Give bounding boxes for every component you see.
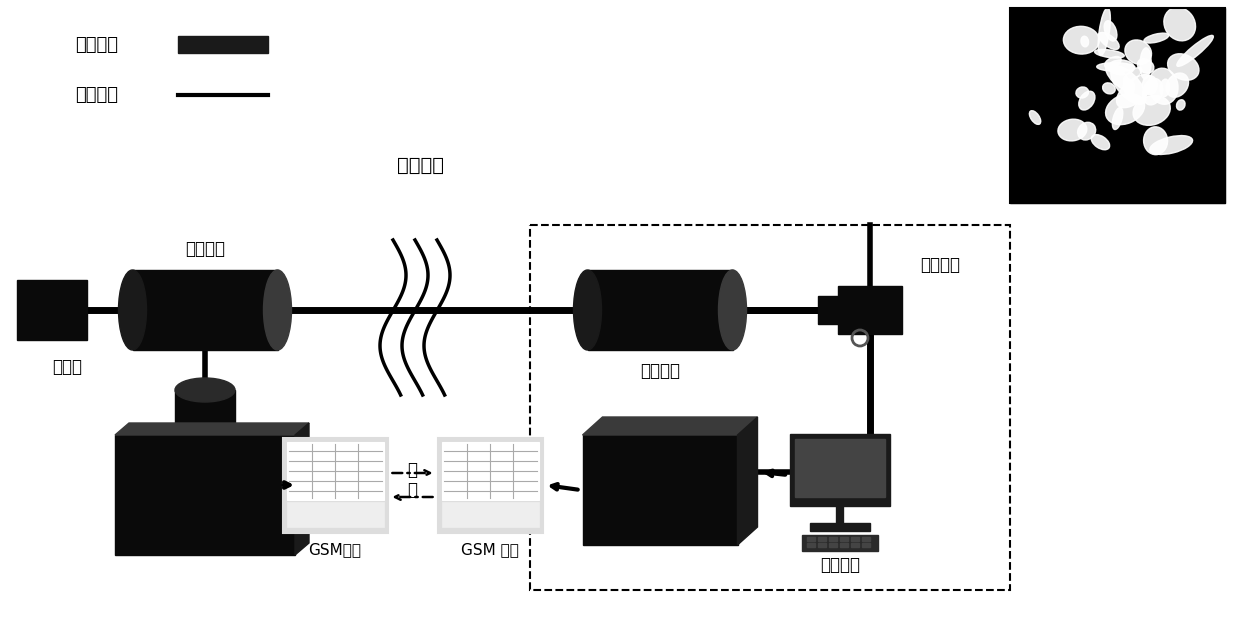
Ellipse shape: [1098, 8, 1110, 55]
Ellipse shape: [119, 270, 146, 350]
Ellipse shape: [1075, 87, 1089, 98]
Bar: [530, 225, 1010, 590]
Ellipse shape: [1160, 79, 1170, 97]
Ellipse shape: [1149, 68, 1178, 104]
Ellipse shape: [1030, 111, 1041, 124]
Ellipse shape: [1110, 66, 1146, 104]
Text: 控制系统: 控制系统: [820, 556, 860, 574]
Ellipse shape: [1177, 36, 1213, 66]
Ellipse shape: [1144, 33, 1168, 43]
Bar: [441, 503, 539, 526]
Text: 频: 频: [408, 481, 418, 499]
Bar: [818, 537, 826, 541]
Ellipse shape: [1097, 62, 1135, 71]
Ellipse shape: [175, 458, 235, 482]
Ellipse shape: [175, 378, 235, 402]
Ellipse shape: [1113, 107, 1123, 129]
Text: 红外相机: 红外相机: [921, 256, 960, 274]
Ellipse shape: [1103, 83, 1115, 94]
Bar: [17, 280, 87, 340]
Bar: [1010, 8, 1225, 203]
Ellipse shape: [1124, 79, 1135, 94]
Bar: [437, 438, 543, 532]
Bar: [810, 523, 870, 531]
Polygon shape: [295, 423, 309, 555]
Ellipse shape: [1166, 73, 1188, 98]
Ellipse shape: [1124, 68, 1142, 83]
Bar: [441, 441, 539, 501]
Bar: [790, 434, 890, 506]
Text: 大气湍流: 大气湍流: [396, 156, 444, 174]
Bar: [587, 270, 732, 350]
Polygon shape: [737, 417, 757, 545]
Text: 光信号：: 光信号：: [76, 36, 118, 54]
Ellipse shape: [1132, 96, 1171, 126]
Text: 接收天线: 接收天线: [641, 362, 680, 380]
Ellipse shape: [1142, 79, 1162, 105]
Bar: [802, 535, 878, 551]
Text: 发射天线: 发射天线: [185, 240, 225, 258]
Text: 电信号：: 电信号：: [76, 86, 118, 104]
Bar: [818, 543, 826, 547]
Ellipse shape: [1058, 119, 1087, 141]
Ellipse shape: [719, 270, 747, 350]
Bar: [818, 296, 840, 324]
Text: 激光源: 激光源: [52, 358, 82, 376]
Bar: [829, 537, 838, 541]
Bar: [838, 286, 902, 334]
Ellipse shape: [1163, 8, 1196, 41]
Bar: [807, 543, 815, 547]
Ellipse shape: [1150, 136, 1193, 154]
Bar: [862, 543, 870, 547]
Ellipse shape: [1105, 56, 1121, 68]
Text: 射: 射: [408, 461, 418, 479]
Ellipse shape: [1177, 100, 1184, 110]
Bar: [282, 438, 388, 532]
Ellipse shape: [1167, 54, 1199, 80]
Bar: [1010, 8, 1225, 203]
Ellipse shape: [1142, 76, 1157, 94]
Bar: [851, 543, 859, 547]
Ellipse shape: [1144, 127, 1167, 154]
Ellipse shape: [1079, 91, 1095, 110]
Bar: [115, 435, 295, 555]
Bar: [286, 441, 384, 501]
Ellipse shape: [1099, 32, 1119, 49]
Ellipse shape: [1105, 94, 1145, 124]
Bar: [862, 537, 870, 541]
Ellipse shape: [1140, 48, 1151, 79]
Ellipse shape: [1157, 209, 1181, 230]
Ellipse shape: [1125, 40, 1151, 64]
Ellipse shape: [574, 270, 601, 350]
Bar: [851, 537, 859, 541]
Bar: [807, 537, 815, 541]
Polygon shape: [115, 423, 309, 435]
Ellipse shape: [1092, 134, 1110, 150]
Bar: [829, 543, 838, 547]
Ellipse shape: [1104, 21, 1116, 41]
Bar: [795, 439, 885, 497]
Ellipse shape: [264, 270, 291, 350]
Ellipse shape: [1108, 60, 1134, 75]
Ellipse shape: [1094, 49, 1124, 58]
Bar: [840, 543, 847, 547]
Polygon shape: [582, 417, 757, 435]
Text: GSM接收: GSM接收: [309, 542, 362, 558]
Ellipse shape: [1116, 74, 1154, 108]
Ellipse shape: [1105, 64, 1130, 89]
Bar: [840, 537, 847, 541]
Ellipse shape: [1063, 26, 1099, 54]
Ellipse shape: [1080, 36, 1089, 47]
Bar: [133, 270, 278, 350]
Bar: [178, 36, 268, 53]
Ellipse shape: [1137, 59, 1154, 73]
Ellipse shape: [1078, 122, 1095, 140]
Bar: [582, 435, 737, 545]
Bar: [286, 503, 384, 526]
Bar: [175, 390, 235, 470]
Text: GSM 发送: GSM 发送: [461, 542, 519, 558]
